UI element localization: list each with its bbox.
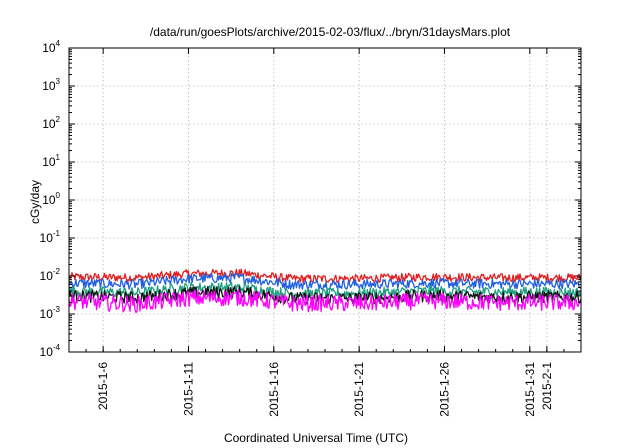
y-tick-base: 10	[42, 41, 56, 55]
y-tick-base: 10	[40, 307, 54, 321]
y-tick-base: 10	[40, 231, 54, 245]
series-group	[68, 268, 582, 314]
ticks	[68, 47, 582, 353]
y-tick-label: 10-3	[40, 305, 61, 321]
series-line-1	[68, 268, 582, 284]
y-tick-label: 103	[42, 77, 60, 93]
y-tick-label: 100	[42, 191, 60, 207]
y-tick-exponent: -2	[53, 267, 61, 276]
y-tick-exponent: -4	[53, 343, 61, 352]
y-tick-base: 10	[42, 155, 56, 169]
y-tick-base: 10	[42, 193, 56, 207]
y-tick-exponent: -1	[53, 229, 61, 238]
chart-title: /data/run/goesPlots/archive/2015-02-03/f…	[150, 25, 511, 39]
y-tick-exponent: 3	[56, 77, 61, 86]
x-tick-label: 2015-1-31	[523, 362, 537, 417]
y-axis-label: cGy/day	[28, 180, 42, 224]
x-tick-label: 2015-1-21	[352, 362, 366, 417]
y-tick-label: 104	[42, 39, 60, 55]
x-tick-labels: 2015-1-6 2015-1-11 2015-1-16 2015-1-21 2015-…	[96, 362, 554, 417]
y-tick-exponent: -3	[53, 305, 61, 314]
y-tick-exponent: 2	[56, 115, 61, 124]
y-tick-exponent: 0	[56, 191, 61, 200]
x-tick-label: 2015-1-6	[96, 362, 110, 410]
y-tick-base: 10	[40, 269, 54, 283]
y-tick-label: 10-2	[40, 267, 61, 283]
x-tick-label: 2015-1-16	[267, 362, 281, 417]
x-tick-label: 2015-1-26	[437, 362, 451, 417]
x-tick-label: 2015-2-1	[540, 362, 554, 410]
y-tick-label: 10-1	[40, 229, 61, 245]
y-tick-base: 10	[40, 345, 54, 359]
y-tick-exponent: 4	[56, 39, 61, 48]
series-line-3	[68, 281, 582, 300]
series-line-2	[68, 272, 582, 291]
y-tick-label: 10-4	[40, 343, 61, 359]
series-line-5	[68, 288, 582, 314]
y-tick-exponent: 1	[56, 153, 61, 162]
y-tick-label: 102	[42, 115, 60, 131]
x-axis-label: Coordinated Universal Time (UTC)	[224, 431, 408, 445]
y-tick-base: 10	[42, 117, 56, 131]
y-tick-base: 10	[42, 79, 56, 93]
x-tick-label: 2015-1-11	[181, 362, 195, 416]
y-tick-label: 101	[42, 153, 60, 169]
